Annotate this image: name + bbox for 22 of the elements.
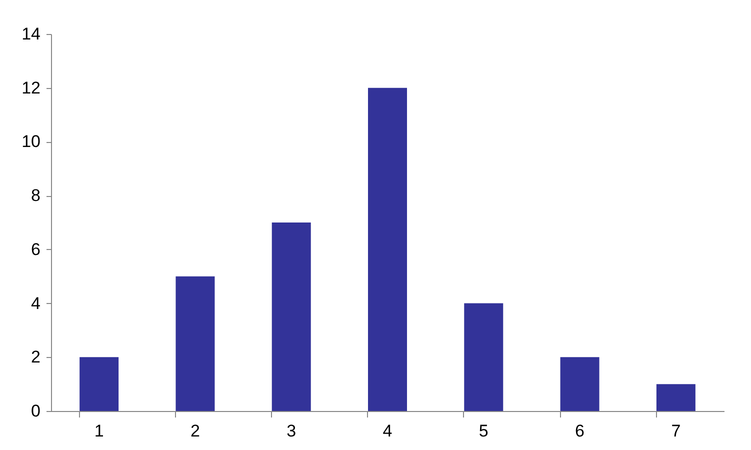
bar xyxy=(656,384,696,411)
y-tick-label: 12 xyxy=(22,78,40,98)
y-tick-label: 6 xyxy=(31,240,40,259)
bar xyxy=(176,276,215,411)
y-tick-label: 2 xyxy=(31,348,40,367)
y-tick-label: 4 xyxy=(31,294,40,313)
bar xyxy=(80,357,119,411)
x-tick-label: 2 xyxy=(190,422,200,440)
x-tick-label: 7 xyxy=(671,422,681,440)
bar xyxy=(560,357,600,411)
y-tick-label: 8 xyxy=(31,186,40,206)
bar xyxy=(272,222,311,411)
x-tick-label: 4 xyxy=(382,422,392,440)
x-tick-label: 3 xyxy=(286,422,296,440)
bar xyxy=(368,88,407,411)
x-tick-label: 5 xyxy=(478,422,488,440)
y-tick-label: 0 xyxy=(31,402,40,420)
x-tick-label: 6 xyxy=(575,422,585,440)
y-tick-label: 14 xyxy=(22,24,40,44)
y-tick-label: 10 xyxy=(22,132,40,152)
bar xyxy=(464,303,504,411)
x-tick-label: 1 xyxy=(94,422,104,440)
